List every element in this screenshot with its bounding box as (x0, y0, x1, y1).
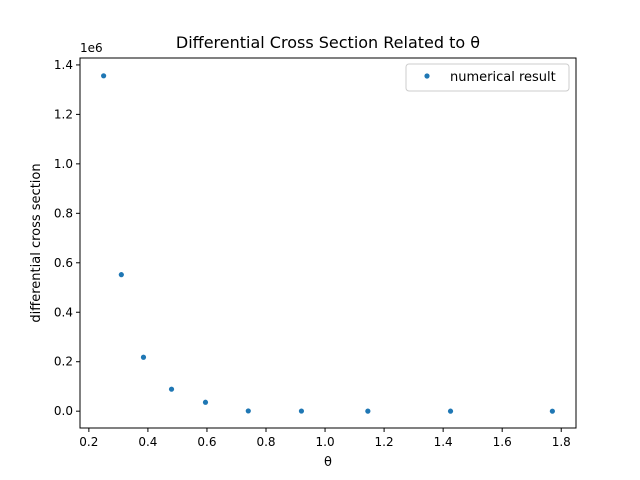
chart-title: Differential Cross Section Related to θ (176, 33, 480, 52)
legend-box (405, 63, 570, 92)
data-point (365, 408, 371, 414)
x-tick-label: 0.6 (197, 435, 216, 449)
y-tick-label: 0.8 (54, 206, 73, 220)
x-tick-label: 0.8 (256, 435, 275, 449)
x-tick-label: 0.2 (79, 435, 98, 449)
x-tick-label: 1.2 (375, 435, 394, 449)
y-tick-label: 0.0 (54, 404, 73, 418)
plot-area (79, 57, 577, 429)
x-tick-label: 1.6 (493, 435, 512, 449)
data-point (118, 272, 124, 278)
data-point (245, 408, 251, 414)
data-point (168, 386, 175, 392)
legend: numerical result (405, 63, 570, 92)
y-offset-label: 1e6 (80, 41, 103, 55)
y-tick-label: 1.4 (54, 58, 73, 72)
y-tick-label: 1.2 (54, 107, 73, 121)
data-points (101, 73, 555, 414)
y-tick-label: 0.4 (54, 305, 73, 319)
x-tick-label: 0.4 (138, 435, 157, 449)
data-point (298, 408, 305, 414)
y-axis-label: differential cross section (29, 163, 44, 322)
y-axis-ticks: 0.0 0.2 0.4 0.6 0.8 1.0 1.2 1.4 (54, 58, 80, 418)
y-tick-label: 0.6 (54, 256, 73, 270)
y-tick-label: 1.0 (54, 157, 73, 171)
x-tick-label: 1.0 (316, 435, 335, 449)
legend-label: numerical result (450, 70, 556, 85)
x-tick-label: 1.4 (434, 435, 453, 449)
data-point (447, 408, 454, 414)
x-axis-label: θ (324, 455, 332, 470)
data-point (101, 73, 107, 79)
y-tick-label: 0.2 (54, 355, 73, 369)
x-tick-label: 1.8 (552, 435, 571, 449)
data-point (549, 408, 555, 414)
x-axis-ticks: 0.2 0.4 0.6 0.8 1.0 1.2 1.4 1.6 1.8 (79, 428, 571, 449)
data-point (140, 354, 147, 360)
legend-marker (424, 73, 430, 79)
data-point (202, 399, 209, 405)
